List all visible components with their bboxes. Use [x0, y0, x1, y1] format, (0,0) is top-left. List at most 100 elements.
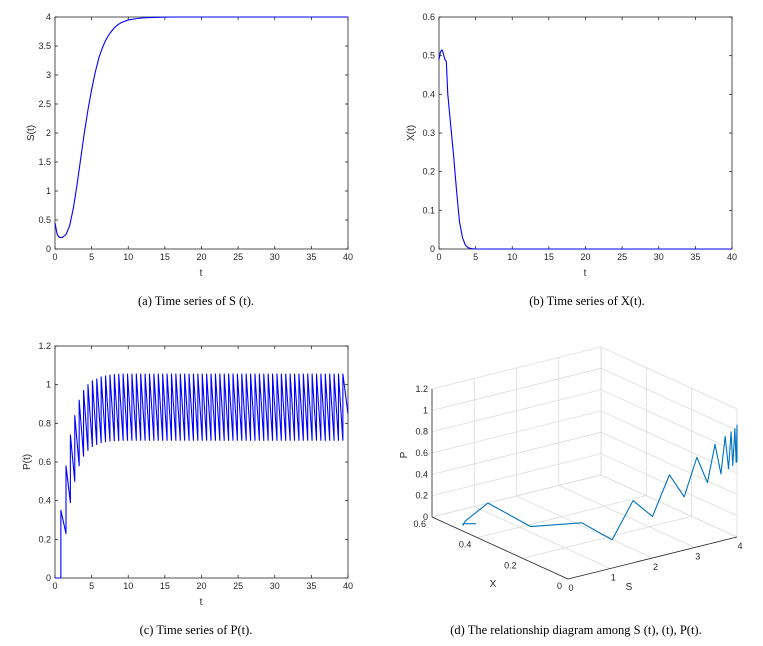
panel-a-xtick-label: 35	[306, 252, 316, 262]
panel-b-ytick-label: 0	[430, 244, 435, 254]
panel-a-ytick-label: 0.5	[38, 215, 51, 225]
panel-d-ztick-label: 0	[423, 512, 428, 522]
panel-d-chart: X S P (d) The relationship diagram among…	[399, 346, 743, 637]
panel-c-xtick-label: 0	[52, 581, 57, 591]
panel-d-caption: (d) The relationship diagram among S (t)…	[450, 623, 701, 637]
panel-d-ztick-label: 0.6	[415, 448, 428, 458]
panel-d-ztick-label: 1	[423, 405, 428, 415]
panel-c-xtick-label: 30	[270, 581, 280, 591]
panel-a-ytick-label: 1.5	[38, 157, 51, 167]
panel-a-chart: t S(t) (a) Time series of S (t). 0 5 10 15 2…	[26, 12, 353, 308]
panel-d-wall-grid-p	[431, 453, 738, 517]
panel-d-xtick-label: 0.4	[459, 540, 472, 550]
panel-a-xlabel: t	[200, 268, 203, 279]
panel-c-ytick-label: 1	[46, 380, 51, 390]
panel-c-ytick-label: 0	[46, 573, 51, 583]
panel-a-xtick-label: 30	[270, 252, 280, 262]
panel-b-xtick-label: 15	[544, 252, 554, 262]
panel-a-ytick-label: 1	[46, 186, 51, 196]
panel-c-caption: (c) Time series of P(t).	[140, 623, 253, 637]
panel-c-ytick-label: 0.2	[38, 534, 51, 544]
panel-a-xtick-label: 25	[233, 252, 243, 262]
panel-c-ytick-label: 1.2	[38, 341, 51, 351]
panel-d-wall-grid-p	[431, 410, 738, 474]
panel-a-xtick-label: 5	[89, 252, 94, 262]
panel-a-ytick-label: 0	[46, 244, 51, 254]
panel-c-xtick-label: 5	[89, 581, 94, 591]
panel-b-xlabel: t	[584, 268, 587, 279]
panel-c-xtick-label: 35	[306, 581, 316, 591]
panel-a-series-line	[54, 16, 348, 238]
panel-d-stick-label: 3	[695, 552, 700, 562]
panel-b-caption: (b) Time series of X(t).	[529, 294, 645, 308]
panel-b-ytick-label: 0.4	[422, 89, 435, 99]
panel-b-xtick-label: 25	[617, 252, 627, 262]
panel-b-ylabel: X(t)	[406, 125, 417, 141]
panel-d-x-axis	[431, 516, 569, 580]
panel-b-ytick-label: 0.1	[422, 205, 435, 215]
panel-b-xtick-label: 5	[473, 252, 478, 262]
panel-d-floor-grid-s	[474, 506, 611, 569]
panel-c-ytick-label: 0.4	[38, 496, 51, 506]
panel-d-s-axis	[567, 536, 738, 580]
panel-b-frame	[438, 16, 733, 250]
panel-c-xtick-label: 20	[196, 581, 206, 591]
panel-b-ytick-label: 0.6	[422, 12, 435, 22]
panel-c-ytick-label: 0.6	[38, 457, 51, 467]
panel-d-floor-grid-x	[477, 495, 647, 539]
panel-b-xtick-label: 0	[436, 252, 441, 262]
panel-a-caption: (a) Time series of S (t).	[138, 294, 254, 308]
panel-b-xtick-label: 40	[727, 252, 737, 262]
panel-b-xtick-label: 30	[654, 252, 664, 262]
panel-c-xtick-label: 15	[160, 581, 170, 591]
panel-a-xtick-label: 0	[52, 252, 57, 262]
panel-b-xtick-label: 20	[580, 252, 590, 262]
panel-d-ztick-label: 1.2	[415, 384, 428, 394]
panel-d-slabel: S	[626, 582, 633, 593]
panel-c-chart: t P(t) (c) Time series of P(t). 0 5 10 15 20…	[22, 341, 353, 637]
panel-b-series-line	[438, 49, 732, 250]
panel-d-wall-grid-p	[431, 367, 738, 431]
panel-d-zlabel: P	[399, 451, 410, 458]
panel-d-stick-label: 0	[568, 583, 573, 593]
panel-c-ytick-label: 0.8	[38, 418, 51, 428]
panel-d-xtick-label: 0.6	[413, 519, 426, 529]
panel-c-xtick-label: 10	[123, 581, 133, 591]
panel-c-xtick-label: 40	[343, 581, 353, 591]
panel-a-ytick-label: 4	[46, 12, 51, 22]
panel-b-xtick-label: 35	[690, 252, 700, 262]
panel-d-trajectory-line	[462, 424, 738, 541]
panel-b-xtick-label: 10	[507, 252, 517, 262]
panel-c-xlabel: t	[200, 597, 203, 608]
panel-b-ytick-label: 0.3	[422, 128, 435, 138]
panel-d-grid	[431, 346, 738, 580]
panel-a-frame	[54, 16, 349, 250]
panel-a-xtick-label: 40	[343, 252, 353, 262]
panel-d-xtick-label: 0	[557, 581, 562, 591]
panel-d-floor-grid-s	[558, 485, 695, 548]
panel-d-wall-grid-p	[431, 346, 738, 410]
panel-d-stick-label: 4	[737, 541, 742, 551]
panel-a-ytick-label: 3	[46, 70, 51, 80]
panel-d-floor-grid-s	[516, 495, 653, 559]
panel-b-chart: t X(t) (b) Time series of X(t). 0 5 10 15 20…	[406, 12, 737, 308]
panel-c-series-line	[55, 373, 349, 579]
panel-a-xtick-label: 15	[160, 252, 170, 262]
panel-a-ytick-label: 3.5	[38, 41, 51, 51]
panel-d-ztick-label: 0.8	[415, 427, 428, 437]
panel-b-ytick-label: 0.2	[422, 167, 435, 177]
panel-c-xtick-label: 25	[233, 581, 243, 591]
panel-d-xtick-label: 0.2	[504, 560, 517, 570]
panel-a-ylabel: S(t)	[26, 125, 37, 141]
panel-a-xtick-label: 20	[196, 252, 206, 262]
panel-d-xlabel: X	[490, 579, 497, 590]
panel-c-ylabel: P(t)	[22, 454, 33, 470]
panel-a-ytick-label: 2.5	[38, 99, 51, 109]
panel-a-ytick-label: 2	[46, 128, 51, 138]
panel-d-stick-label: 1	[611, 573, 616, 583]
panel-d-stick-label: 2	[653, 562, 658, 572]
panel-d-ztick-label: 0.2	[415, 491, 428, 501]
panel-d-wall-grid-p	[431, 389, 738, 453]
panel-a-xtick-label: 10	[123, 252, 133, 262]
